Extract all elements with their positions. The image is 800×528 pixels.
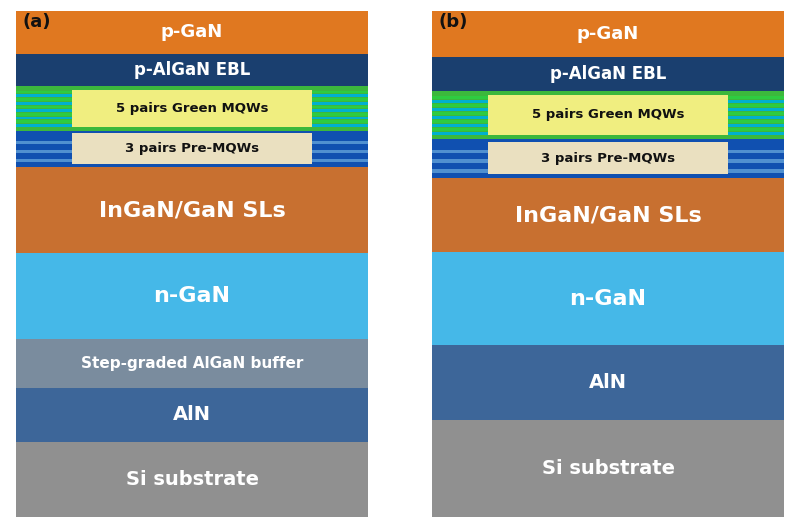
Bar: [16, 106, 368, 108]
Bar: [488, 95, 728, 135]
Text: AlN: AlN: [173, 406, 211, 425]
Bar: [432, 96, 784, 99]
Bar: [16, 136, 368, 139]
Bar: [16, 11, 368, 54]
Bar: [16, 253, 368, 340]
Bar: [16, 95, 368, 97]
Bar: [432, 159, 784, 163]
Bar: [16, 54, 368, 86]
Bar: [16, 154, 368, 158]
Bar: [16, 98, 368, 101]
Bar: [488, 142, 728, 174]
Text: Si substrate: Si substrate: [126, 470, 258, 489]
Bar: [16, 86, 368, 130]
Text: 3 pairs Pre-MQWs: 3 pairs Pre-MQWs: [541, 152, 675, 165]
Bar: [16, 120, 368, 123]
Bar: [432, 100, 784, 103]
Text: n-GaN: n-GaN: [570, 289, 646, 308]
Text: n-GaN: n-GaN: [154, 286, 230, 306]
Bar: [16, 388, 368, 442]
Bar: [432, 128, 784, 131]
Bar: [16, 124, 368, 127]
Bar: [432, 120, 784, 123]
Text: 5 pairs Green MQWs: 5 pairs Green MQWs: [532, 108, 684, 121]
Bar: [16, 130, 368, 167]
Text: Step-graded AlGaN buffer: Step-graded AlGaN buffer: [81, 356, 303, 371]
Bar: [72, 134, 312, 164]
Bar: [432, 177, 784, 252]
Bar: [16, 442, 368, 517]
Bar: [432, 155, 784, 158]
Text: AlN: AlN: [589, 373, 627, 392]
Bar: [16, 340, 368, 388]
Bar: [432, 345, 784, 420]
Text: 3 pairs Pre-MQWs: 3 pairs Pre-MQWs: [125, 142, 259, 155]
Bar: [16, 159, 368, 163]
Bar: [432, 11, 784, 56]
Text: p-GaN: p-GaN: [161, 23, 223, 41]
Text: p-GaN: p-GaN: [577, 25, 639, 43]
Bar: [432, 56, 784, 91]
Bar: [432, 252, 784, 345]
Bar: [432, 164, 784, 168]
Text: (a): (a): [22, 13, 51, 31]
Bar: [432, 108, 784, 111]
Bar: [16, 167, 368, 253]
Bar: [432, 116, 784, 119]
Bar: [16, 91, 368, 93]
Text: (b): (b): [438, 13, 468, 31]
Bar: [432, 91, 784, 139]
Bar: [16, 113, 368, 116]
Bar: [432, 420, 784, 517]
Bar: [432, 139, 784, 177]
Text: p-AlGaN EBL: p-AlGaN EBL: [550, 65, 666, 83]
Text: Si substrate: Si substrate: [542, 459, 674, 478]
Bar: [432, 145, 784, 148]
Bar: [432, 112, 784, 115]
Text: InGaN/GaN SLs: InGaN/GaN SLs: [514, 205, 702, 225]
Bar: [432, 149, 784, 153]
Bar: [16, 141, 368, 144]
Bar: [16, 145, 368, 149]
Bar: [432, 132, 784, 135]
Bar: [432, 124, 784, 127]
Bar: [72, 90, 312, 127]
Bar: [16, 109, 368, 112]
Text: 5 pairs Green MQWs: 5 pairs Green MQWs: [116, 102, 268, 115]
Bar: [432, 169, 784, 173]
Text: p-AlGaN EBL: p-AlGaN EBL: [134, 61, 250, 79]
Bar: [16, 102, 368, 105]
Bar: [16, 150, 368, 153]
Bar: [432, 104, 784, 107]
Text: InGaN/GaN SLs: InGaN/GaN SLs: [98, 200, 286, 220]
Bar: [16, 117, 368, 119]
